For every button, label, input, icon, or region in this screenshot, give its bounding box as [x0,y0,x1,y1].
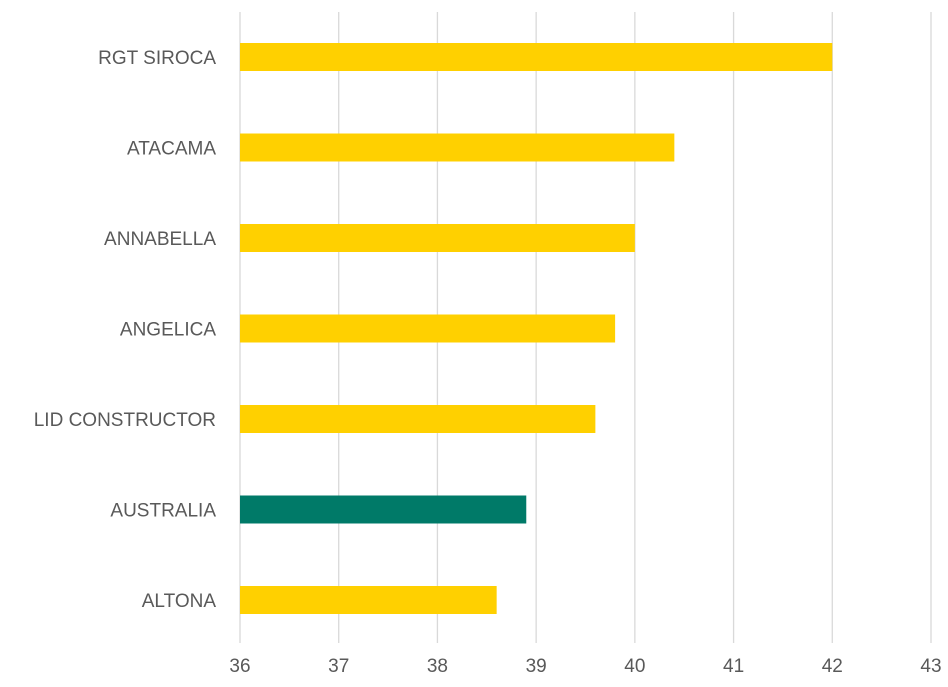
bar-altona [240,586,497,614]
category-label: AUSTRALIA [110,501,216,522]
x-tick-label: 43 [920,656,941,677]
x-tick-label: 37 [328,656,349,677]
x-tick-label: 40 [624,656,645,677]
x-tick-labels: 36 37 38 39 40 41 42 43 [229,656,941,677]
category-label: LID CONSTRUCTOR [34,410,216,431]
category-label: RGT SIROCA [98,48,216,69]
x-tick-label: 38 [427,656,448,677]
x-tick-label: 39 [526,656,547,677]
x-tick-label: 36 [229,656,250,677]
x-tick-label: 42 [822,656,843,677]
bar-lid-constructor [240,405,596,433]
bar-australia [240,495,527,524]
category-label: ALTONA [142,591,217,612]
category-label: ANNABELLA [104,229,216,250]
bar-annabella [240,224,635,252]
bar-atacama [240,133,675,162]
category-labels: RGT SIROCA ATACAMA ANNABELLA ANGELICA LID CO… [34,48,217,612]
bar-angelica [240,314,616,343]
bars [240,43,833,614]
category-label: ANGELICA [120,320,216,341]
category-label: ATACAMA [127,139,216,160]
bar-rgt-siroca [240,43,833,71]
x-tick-label: 41 [723,656,744,677]
